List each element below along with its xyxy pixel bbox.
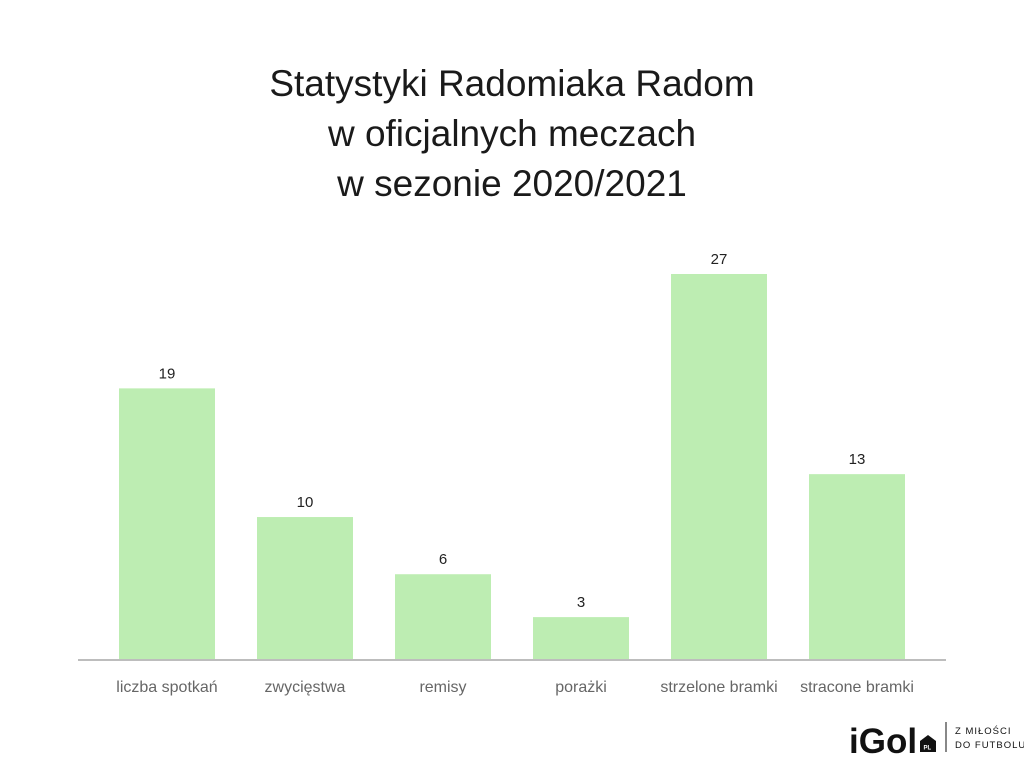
category-label: remisy xyxy=(419,679,466,696)
logo-tagline-line2: DO FUTBOLU xyxy=(955,740,1024,751)
bar xyxy=(119,388,215,660)
category-label: porażki xyxy=(555,679,607,696)
category-label: liczba spotkań xyxy=(116,679,217,696)
logo-badge-icon xyxy=(920,735,936,752)
category-label: stracone bramki xyxy=(800,679,914,696)
chart-title-line: Statystyki Radomiaka Radom xyxy=(269,63,754,104)
bar xyxy=(257,517,353,660)
category-labels: liczba spotkań zwycięstwa remisy porażki str… xyxy=(116,679,914,696)
bar-value-label: 19 xyxy=(159,365,176,382)
bar-value-label: 10 xyxy=(297,494,314,511)
bar xyxy=(671,274,767,660)
logo-tagline-line1: Z MIŁOŚCI xyxy=(955,725,1012,737)
chart-title-line: w sezonie 2020/2021 xyxy=(336,163,687,204)
bar xyxy=(809,474,905,660)
bar-value-label: 6 xyxy=(439,551,447,568)
chart-title: Statystyki Radomiaka Radom w oficjalnych … xyxy=(269,63,754,204)
bar xyxy=(533,617,629,660)
category-label: zwycięstwa xyxy=(265,679,346,696)
bar-value-label: 27 xyxy=(711,251,728,268)
logo-badge-text: PL xyxy=(924,746,932,752)
igol-logo: iGol PL Z MIŁOŚCI DO FUTBOLU xyxy=(849,722,1024,761)
bar xyxy=(395,574,491,660)
bar-value-label: 3 xyxy=(577,594,585,611)
category-label: strzelone bramki xyxy=(660,679,777,696)
bars: 19 10 6 3 27 13 xyxy=(119,251,905,660)
bar-value-label: 13 xyxy=(849,451,866,468)
chart-title-line: w oficjalnych meczach xyxy=(327,113,696,154)
logo-wordmark: iGol xyxy=(849,722,917,761)
